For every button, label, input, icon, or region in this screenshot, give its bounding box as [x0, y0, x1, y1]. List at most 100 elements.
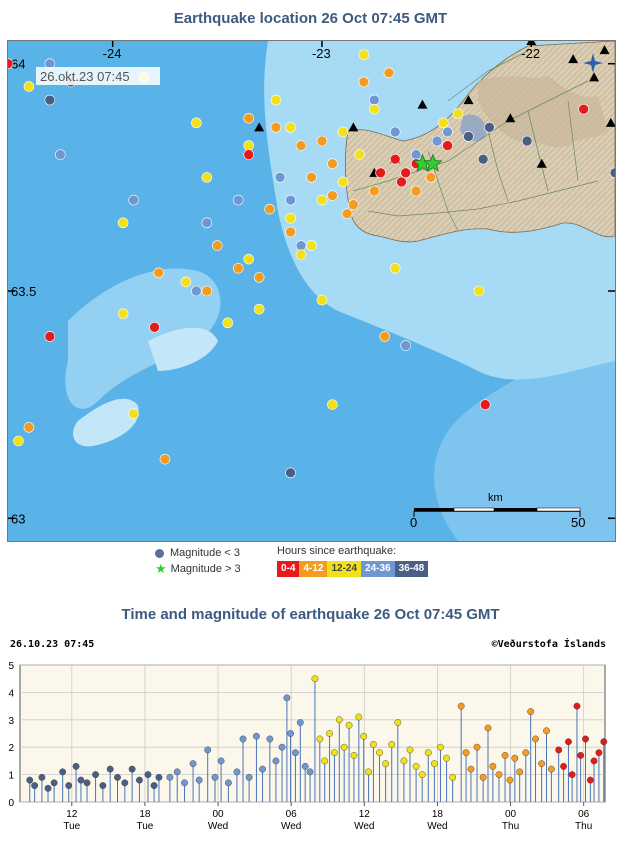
quake-point — [285, 194, 296, 206]
quake-point — [442, 126, 453, 138]
y-tick-label: 0 — [8, 798, 14, 809]
x-tick-hour: 12 — [66, 809, 78, 820]
lat-tick-label: 64 — [11, 57, 25, 72]
quake-point — [358, 49, 370, 60]
quake-marker — [225, 779, 232, 787]
quake-marker — [590, 757, 598, 765]
quake-point — [327, 190, 338, 201]
quake-point — [316, 294, 328, 306]
quake-point — [23, 422, 35, 433]
quake-marker — [253, 732, 260, 740]
x-tick-hour: 00 — [212, 809, 224, 820]
quake-marker — [345, 721, 353, 729]
quake-marker — [560, 762, 567, 770]
quake-point — [337, 176, 349, 188]
quake-marker — [306, 768, 314, 776]
quake-marker — [565, 738, 572, 746]
quake-point — [316, 194, 328, 206]
quake-marker — [370, 741, 377, 748]
quake-marker — [114, 773, 121, 781]
legend-small-label: Magnitude < 3 — [170, 547, 241, 559]
quake-marker — [501, 752, 509, 759]
quake-marker — [50, 779, 58, 787]
quake-marker — [272, 757, 280, 765]
quake-point — [232, 194, 244, 206]
quake-point — [243, 140, 255, 151]
quake-point — [410, 149, 422, 160]
quake-marker — [311, 675, 319, 683]
quake-marker — [394, 719, 402, 726]
quake-point — [341, 208, 353, 220]
quake-marker — [400, 757, 408, 765]
quake-point — [521, 135, 533, 147]
x-tick-hour: 18 — [432, 809, 444, 820]
plot-axes: 01234512Tue18Tue00Wed06Wed12Wed18Wed00Th… — [8, 661, 592, 832]
quake-marker — [355, 713, 363, 721]
quake-marker — [283, 694, 291, 702]
magnitude-legend: Magnitude < 3 ★ Magnitude > 3 — [155, 545, 241, 577]
quake-marker — [136, 776, 143, 784]
quake-marker — [595, 749, 603, 757]
quake-point — [201, 172, 213, 183]
quake-marker — [83, 779, 91, 787]
y-tick-label: 4 — [8, 688, 14, 699]
quake-point — [383, 67, 395, 79]
quake-point — [295, 140, 307, 151]
station-triangle-icon — [254, 122, 265, 132]
quake-marker — [106, 765, 114, 773]
hour-box-24-36: 24-36 — [361, 561, 395, 577]
quake-point — [270, 94, 282, 106]
quake-point — [222, 317, 234, 329]
quake-marker — [473, 743, 481, 751]
x-tick-day: Thu — [502, 821, 519, 832]
hour-box-0-4: 0-4 — [277, 561, 300, 577]
quake-point — [479, 399, 491, 410]
ocean-bank-2 — [73, 398, 139, 447]
quake-marker — [340, 743, 348, 751]
quake-marker — [489, 762, 497, 770]
quake-marker — [59, 768, 67, 776]
quake-marker — [259, 765, 266, 773]
quake-marker — [522, 749, 530, 757]
quake-marker — [350, 752, 358, 759]
quake-marker — [443, 754, 450, 762]
quake-marker — [479, 773, 487, 781]
quake-point — [44, 331, 56, 342]
quake-point — [431, 135, 443, 147]
quake-point — [243, 253, 255, 265]
quake-point — [201, 285, 213, 297]
quake-point — [368, 185, 380, 197]
quake-point — [243, 112, 255, 124]
quake-marker — [532, 735, 539, 743]
quake-point — [117, 308, 129, 320]
quake-point — [191, 285, 202, 297]
map-ticks: -24 -23 -22 64 63.5 63 — [8, 41, 615, 526]
quake-point — [253, 303, 265, 315]
quake-marker — [128, 765, 136, 773]
quake-marker — [568, 771, 576, 779]
quake-point — [389, 126, 401, 138]
hour-box-4-12: 4-12 — [299, 561, 328, 577]
quake-point — [55, 149, 66, 160]
quake-point — [452, 108, 464, 120]
quake-point — [159, 453, 171, 465]
quake-marker — [211, 773, 219, 781]
quake-marker — [155, 773, 163, 781]
x-tick-hour: 12 — [359, 809, 371, 820]
quake-marker — [292, 749, 299, 757]
quake-marker — [582, 735, 589, 743]
quake-point — [368, 103, 380, 115]
scale-min: 0 — [410, 515, 417, 530]
quake-point — [23, 81, 35, 92]
quake-marker — [331, 749, 338, 757]
quake-marker — [467, 765, 475, 773]
map-timestamp: 26.okt.23 07:45 — [40, 69, 130, 84]
earthquake-map[interactable]: -24 -23 -22 64 63.5 63 26.okt.23 07:45 km 0 5… — [7, 40, 616, 542]
lon-tick-label: -22 — [521, 46, 540, 61]
y-tick-label: 5 — [8, 661, 14, 672]
quake-point — [484, 122, 495, 133]
quake-marker — [31, 782, 39, 789]
quake-point — [368, 94, 380, 106]
quake-point — [327, 399, 338, 410]
